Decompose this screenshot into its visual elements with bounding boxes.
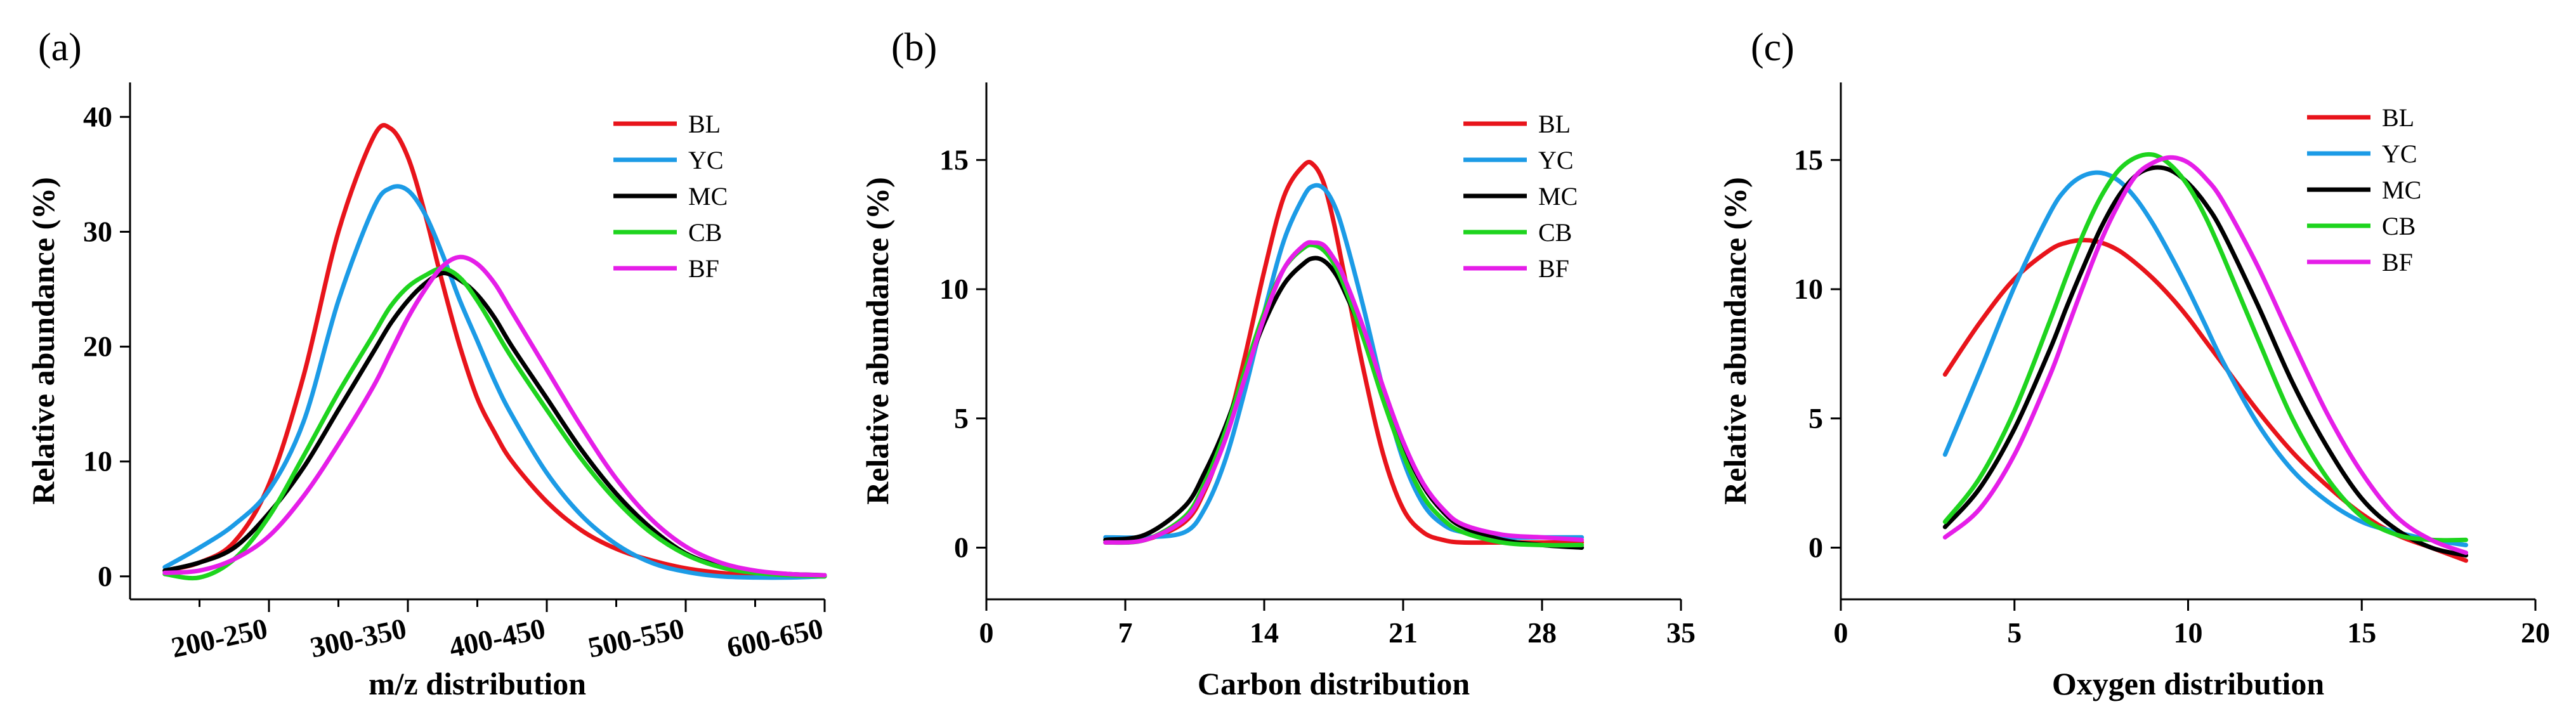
legend-label-yc: YC	[688, 146, 724, 174]
y-axis-title: Relative abundance (%)	[25, 177, 61, 505]
y-tick-label: 10	[939, 273, 969, 305]
series-line-cb	[1942, 152, 2468, 543]
x-tick-label: 20	[2521, 616, 2550, 649]
legend-label-bl: BL	[1538, 110, 1571, 138]
legend-label-bf: BF	[2382, 248, 2413, 277]
legend-label-bf: BF	[1538, 254, 1569, 283]
x-tick-label: 15	[2347, 616, 2376, 649]
series-line-bf	[162, 254, 827, 578]
legend-label-mc: MC	[688, 182, 728, 211]
series-line-cb	[162, 266, 827, 581]
panel-label: (a)	[38, 26, 82, 69]
legend-label-bf: BF	[688, 254, 719, 283]
legend-label-yc: YC	[2382, 140, 2417, 168]
x-tick-label: 28	[1527, 616, 1557, 649]
legend-label-bl: BL	[2382, 103, 2414, 132]
panel-label: (c)	[1751, 26, 1795, 69]
x-tick-label: 5	[2007, 616, 2022, 649]
panel-b: (b) 0 5 10 15 0 7 14 21 28 35 Carbon distribution Re…	[860, 26, 1696, 701]
legend-label-cb: CB	[688, 218, 722, 247]
x-tick-label: 400-450	[446, 612, 548, 664]
y-tick-label: 20	[83, 330, 112, 363]
legend-label-bl: BL	[688, 110, 721, 138]
series-line-bl	[1103, 160, 1585, 545]
legend-label-yc: YC	[1538, 146, 1574, 174]
x-tick-label: 10	[2174, 616, 2203, 649]
series-line-mc	[1942, 165, 2468, 558]
panel-a: (a) 0 10 20 30 40 200-250 300-350 400-450 500-550…	[25, 26, 827, 701]
y-tick-label: 30	[83, 215, 112, 247]
x-tick-label: 35	[1666, 616, 1696, 649]
x-axis-title: Carbon distribution	[1198, 666, 1470, 701]
x-tick-label: 200-250	[168, 612, 270, 664]
x-axis-title: Oxygen distribution	[2052, 666, 2324, 701]
x-tick-label: 300-350	[307, 612, 409, 664]
series-line-mc	[162, 271, 827, 578]
y-tick-label: 10	[1794, 273, 1823, 305]
y-tick-label: 15	[1794, 143, 1823, 176]
legend-label-cb: CB	[2382, 212, 2416, 240]
legend-label-mc: MC	[2382, 176, 2421, 204]
x-tick-label: 14	[1250, 616, 1279, 649]
panel-label: (b)	[891, 26, 937, 69]
x-tick-label: 0	[1834, 616, 1848, 649]
series-line-yc	[1103, 183, 1585, 540]
series-line-yc	[1942, 170, 2468, 547]
panel-c: (c) 0 5 10 15 0 5 10 15 20 Oxygen distribution Rela…	[1717, 26, 2550, 701]
y-axis-title: Relative abundance (%)	[1717, 177, 1753, 505]
series-line-mc	[1103, 256, 1585, 550]
x-tick-label: 500-550	[585, 612, 687, 664]
series-line-cb	[1103, 242, 1585, 548]
x-tick-label: 0	[979, 616, 994, 649]
series-line-bl	[1942, 238, 2468, 563]
series-line-bl	[162, 123, 827, 579]
series-line-bf	[1103, 240, 1585, 545]
y-tick-label: 10	[83, 445, 112, 478]
x-tick-label: 7	[1118, 616, 1133, 649]
y-tick-label: 0	[954, 531, 969, 564]
y-tick-label: 40	[83, 100, 112, 133]
series-line-bf	[1942, 155, 2468, 556]
y-tick-label: 0	[1808, 531, 1823, 564]
y-axis-title: Relative abundance (%)	[860, 177, 895, 505]
y-tick-label: 5	[1808, 402, 1823, 434]
series-line-yc	[162, 184, 827, 580]
y-tick-label: 0	[98, 560, 112, 592]
x-tick-label: 600-650	[724, 612, 826, 664]
x-tick-label: 21	[1389, 616, 1418, 649]
y-tick-label: 15	[939, 143, 969, 176]
legend-label-mc: MC	[1538, 182, 1578, 211]
x-axis-title: m/z distribution	[369, 666, 586, 701]
y-tick-label: 5	[954, 402, 969, 434]
legend-label-cb: CB	[1538, 218, 1572, 247]
